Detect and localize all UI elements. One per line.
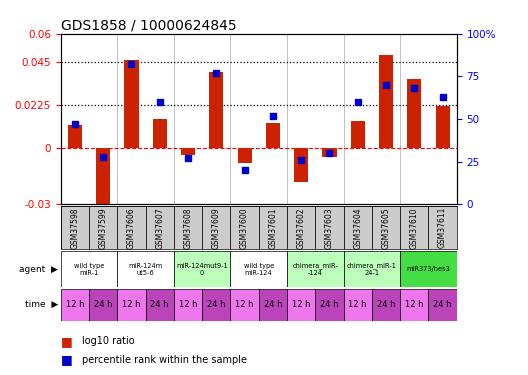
Bar bbox=[287, 206, 315, 249]
Bar bbox=[117, 289, 146, 321]
Bar bbox=[400, 289, 428, 321]
Bar bbox=[61, 206, 89, 249]
Bar bbox=[89, 289, 117, 321]
Bar bbox=[230, 251, 287, 287]
Bar bbox=[238, 147, 252, 163]
Text: 12 h: 12 h bbox=[292, 300, 310, 309]
Bar bbox=[287, 289, 315, 321]
Text: miR373/hes3: miR373/hes3 bbox=[407, 266, 450, 272]
Text: time  ▶: time ▶ bbox=[25, 300, 58, 309]
Text: 24 h: 24 h bbox=[433, 300, 452, 309]
Bar bbox=[174, 251, 230, 287]
Bar bbox=[428, 289, 457, 321]
Text: GSM37611: GSM37611 bbox=[438, 207, 447, 249]
Text: GSM37600: GSM37600 bbox=[240, 207, 249, 249]
Bar bbox=[181, 147, 195, 155]
Text: GSM37605: GSM37605 bbox=[382, 207, 391, 249]
Bar bbox=[323, 147, 336, 157]
Text: GDS1858 / 10000624845: GDS1858 / 10000624845 bbox=[61, 19, 237, 33]
Bar bbox=[266, 123, 280, 147]
Text: GSM37610: GSM37610 bbox=[410, 207, 419, 249]
Text: 12 h: 12 h bbox=[179, 300, 197, 309]
Bar bbox=[61, 289, 89, 321]
Text: 24 h: 24 h bbox=[377, 300, 395, 309]
Text: GSM37609: GSM37609 bbox=[212, 207, 221, 249]
Bar bbox=[436, 106, 450, 147]
Text: 12 h: 12 h bbox=[348, 300, 367, 309]
Bar bbox=[153, 119, 167, 147]
Text: GSM37603: GSM37603 bbox=[325, 207, 334, 249]
Text: GSM37606: GSM37606 bbox=[127, 207, 136, 249]
Text: GSM37607: GSM37607 bbox=[155, 207, 164, 249]
Text: agent  ▶: agent ▶ bbox=[19, 265, 58, 274]
Bar bbox=[372, 206, 400, 249]
Bar bbox=[61, 251, 117, 287]
Bar bbox=[372, 289, 400, 321]
Bar bbox=[146, 289, 174, 321]
Bar bbox=[96, 147, 110, 216]
Text: GSM37598: GSM37598 bbox=[70, 207, 79, 249]
Bar bbox=[68, 125, 82, 147]
Bar bbox=[117, 206, 146, 249]
Text: GSM37604: GSM37604 bbox=[353, 207, 362, 249]
Text: GSM37601: GSM37601 bbox=[268, 207, 277, 249]
Bar bbox=[174, 206, 202, 249]
Bar bbox=[89, 206, 117, 249]
Text: log10 ratio: log10 ratio bbox=[82, 336, 135, 346]
Bar bbox=[259, 206, 287, 249]
Bar bbox=[230, 289, 259, 321]
Text: 24 h: 24 h bbox=[263, 300, 282, 309]
Bar bbox=[209, 72, 223, 147]
Bar bbox=[407, 79, 421, 147]
Text: wild type
miR-124: wild type miR-124 bbox=[243, 262, 274, 276]
Text: ■: ■ bbox=[61, 354, 72, 366]
Text: 24 h: 24 h bbox=[150, 300, 169, 309]
Text: GSM37602: GSM37602 bbox=[297, 207, 306, 249]
Text: miR-124mut9-1
0: miR-124mut9-1 0 bbox=[176, 262, 228, 276]
Bar bbox=[202, 206, 230, 249]
Bar bbox=[230, 206, 259, 249]
Text: miR-124m
ut5-6: miR-124m ut5-6 bbox=[128, 262, 163, 276]
Text: GSM37599: GSM37599 bbox=[99, 207, 108, 249]
Bar bbox=[287, 251, 344, 287]
Bar bbox=[344, 289, 372, 321]
Text: GSM37608: GSM37608 bbox=[184, 207, 193, 249]
Text: chimera_miR-
-124: chimera_miR- -124 bbox=[293, 262, 338, 276]
Bar bbox=[344, 251, 400, 287]
Bar bbox=[174, 289, 202, 321]
Bar bbox=[315, 289, 344, 321]
Text: percentile rank within the sample: percentile rank within the sample bbox=[82, 355, 247, 365]
Text: chimera_miR-1
24-1: chimera_miR-1 24-1 bbox=[347, 262, 397, 276]
Text: 12 h: 12 h bbox=[235, 300, 254, 309]
Bar bbox=[125, 60, 138, 147]
Text: 24 h: 24 h bbox=[320, 300, 338, 309]
Bar bbox=[315, 206, 344, 249]
Bar bbox=[294, 147, 308, 182]
Text: 24 h: 24 h bbox=[207, 300, 225, 309]
Text: 12 h: 12 h bbox=[65, 300, 84, 309]
Bar bbox=[379, 55, 393, 147]
Bar bbox=[351, 121, 365, 147]
Bar bbox=[259, 289, 287, 321]
Bar bbox=[428, 206, 457, 249]
Text: 24 h: 24 h bbox=[94, 300, 112, 309]
Bar bbox=[344, 206, 372, 249]
Text: 12 h: 12 h bbox=[405, 300, 423, 309]
Text: ■: ■ bbox=[61, 335, 72, 348]
Text: 12 h: 12 h bbox=[122, 300, 140, 309]
Bar bbox=[202, 289, 230, 321]
Bar bbox=[400, 206, 428, 249]
Bar bbox=[117, 251, 174, 287]
Text: wild type
miR-1: wild type miR-1 bbox=[74, 262, 104, 276]
Bar bbox=[146, 206, 174, 249]
Bar bbox=[400, 251, 457, 287]
